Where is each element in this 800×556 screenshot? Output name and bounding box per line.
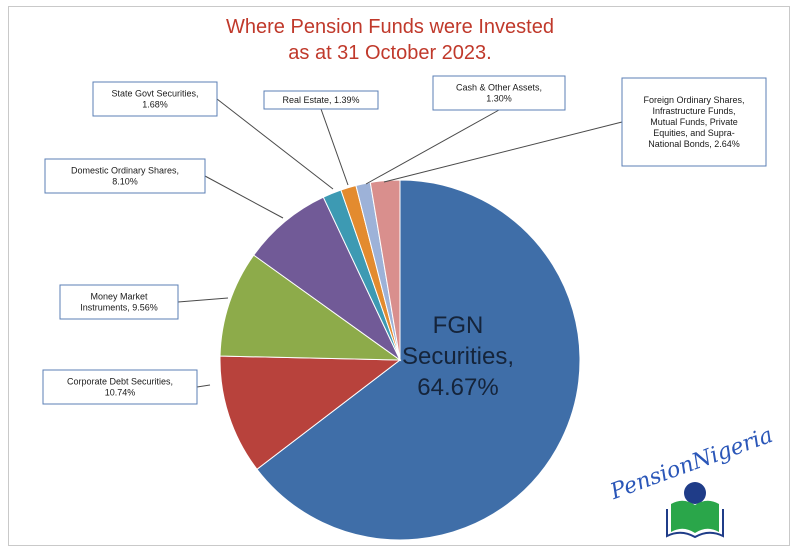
fgn-securities-label: FGN Securities, 64.67% bbox=[402, 312, 514, 401]
data-label-state-govt-securities-line-1: State Govt Securities, bbox=[111, 89, 198, 99]
leader-line-corporate-debt-securities bbox=[196, 384, 211, 388]
chart-border bbox=[8, 6, 790, 546]
data-label-fgn-securities-line-1: FGN bbox=[433, 312, 484, 339]
data-label-corporate-debt-securities-line-2: 10.74% bbox=[105, 388, 136, 398]
callout-box-money-market-instruments bbox=[59, 284, 179, 320]
data-label-domestic-ordinary-shares-line-2: 8.10% bbox=[112, 177, 138, 187]
chart-title-line-2: as at 31 October 2023. bbox=[288, 42, 491, 64]
pie-slice-foreign-ordinary-shares-infrastructure-funds-mutual-funds-private-equities-and-supra-national-bonds bbox=[369, 179, 401, 361]
data-label-money-market-instruments-line-1: Money Market bbox=[90, 292, 148, 302]
leader-line-cash-other-assets bbox=[365, 109, 500, 185]
callout-labels: Corporate Debt Securities,10.74% Money Ma… bbox=[42, 75, 767, 405]
pension-nigeria-logo: PensionNigeria bbox=[606, 423, 776, 539]
leader-line-state-govt-securities bbox=[216, 98, 334, 190]
data-label-foreign-ordinary-shares-infrastructure-funds-mutual-funds-private-equities-and-supra-national-bonds-line-4: Equities, and Supra- bbox=[653, 128, 735, 138]
data-label-foreign-ordinary-shares-infrastructure-funds-mutual-funds-private-equities-and-supra-national-bonds-line-3: Mutual Funds, Private bbox=[650, 117, 738, 127]
data-label-real-estate-line-1: Real Estate, 1.39% bbox=[282, 95, 359, 105]
data-label-fgn-securities-line-3: 64.67% bbox=[417, 374, 498, 401]
pie-slices bbox=[219, 179, 581, 541]
callout-box-state-govt-securities bbox=[92, 81, 218, 117]
leader-line-money-market-instruments bbox=[177, 297, 229, 303]
pie-slice-money-market-instruments bbox=[219, 254, 402, 361]
callout-box-cash-other-assets bbox=[432, 75, 566, 111]
callout-leader-lines bbox=[177, 98, 623, 388]
callout-box-corporate-debt-securities bbox=[42, 369, 198, 405]
pie-slice-fgn-securities bbox=[256, 179, 581, 541]
data-label-money-market-instruments-line-2: Instruments, 9.56% bbox=[80, 303, 158, 313]
data-label-state-govt-securities-line-2: 1.68% bbox=[142, 100, 168, 110]
pie-slice-domestic-ordinary-shares bbox=[253, 196, 402, 362]
data-label-cash-other-assets-line-1: Cash & Other Assets, bbox=[456, 83, 542, 93]
leader-line-real-estate bbox=[320, 108, 349, 186]
data-label-cash-other-assets-line-2: 1.30% bbox=[486, 94, 512, 104]
data-label-foreign-ordinary-shares-infrastructure-funds-mutual-funds-private-equities-and-supra-national-bonds-line-1: Foreign Ordinary Shares, bbox=[643, 95, 744, 105]
data-label-foreign-ordinary-shares-infrastructure-funds-mutual-funds-private-equities-and-supra-national-bonds-line-5: National Bonds, 2.64% bbox=[648, 139, 740, 149]
chart-title-line-1: Where Pension Funds were Invested bbox=[226, 16, 554, 38]
chart-title: Where Pension Funds were Invested as at … bbox=[226, 16, 554, 64]
open-book-icon bbox=[666, 482, 724, 539]
leader-line-foreign-ordinary-shares-infrastructure-funds-mutual-funds-private-equities-and-supra-national-bonds bbox=[383, 121, 623, 183]
callout-box-foreign-ordinary-shares-infrastructure-funds-mutual-funds-private-equities-and-supra-national-bonds bbox=[621, 77, 767, 167]
callout-box-real-estate bbox=[263, 90, 379, 110]
data-label-corporate-debt-securities-line-1: Corporate Debt Securities, bbox=[67, 377, 173, 387]
data-label-fgn-securities-line-2: Securities, bbox=[402, 343, 514, 370]
leader-line-domestic-ordinary-shares bbox=[204, 175, 284, 219]
pie-slice-corporate-debt-securities bbox=[219, 355, 402, 470]
data-label-domestic-ordinary-shares-line-1: Domestic Ordinary Shares, bbox=[71, 166, 179, 176]
callout-box-domestic-ordinary-shares bbox=[44, 158, 206, 194]
data-label-foreign-ordinary-shares-infrastructure-funds-mutual-funds-private-equities-and-supra-national-bonds-line-2: Infrastructure Funds, bbox=[652, 106, 735, 116]
